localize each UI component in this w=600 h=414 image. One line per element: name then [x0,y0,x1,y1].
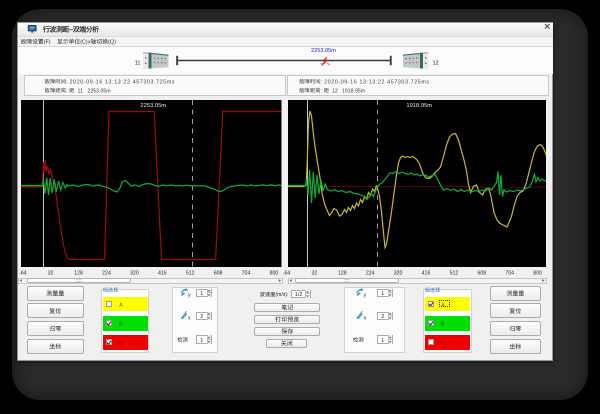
svg-text:C: C [441,341,445,347]
svg-text:x: x [364,316,367,322]
svg-text:704: 704 [242,271,251,277]
svg-text:224: 224 [102,271,111,277]
svg-text:(m/s):: (m/s): [276,292,289,298]
svg-text:-64: -64 [19,271,27,277]
svg-text:B: B [119,322,123,328]
svg-text:1918.95m: 1918.95m [406,103,432,109]
svg-text:32: 32 [312,271,318,277]
svg-text:2: 2 [200,314,203,320]
svg-text:A: A [441,302,445,308]
svg-text:(C): (C) [80,40,88,46]
svg-text:800: 800 [533,271,542,277]
svg-text:1: 1 [381,338,384,344]
svg-text:416: 416 [422,271,431,277]
svg-text:608: 608 [477,271,486,277]
svg-text:1918.95m: 1918.95m [342,88,365,94]
svg-text:128: 128 [338,271,347,277]
svg-text:608: 608 [214,271,223,277]
svg-text::: : [321,88,323,94]
svg-text:(Q): (Q) [108,40,116,46]
svg-text:y: y [188,292,191,298]
svg-text:(F): (F) [44,40,51,46]
svg-text:512: 512 [450,271,459,277]
svg-text:B: B [441,322,445,328]
svg-text:1: 1 [381,291,384,297]
svg-text:C: C [119,341,123,347]
svg-text::: : [321,79,323,85]
svg-text:32: 32 [48,271,54,277]
svg-text:2253.05m: 2253.05m [140,103,166,109]
svg-text:x: x [188,316,191,322]
svg-text:320: 320 [130,271,139,277]
svg-text:2020-09-16 13:13:22 457303.725: 2020-09-16 13:13:22 457303.725ms [324,79,430,85]
svg-text::: : [66,88,68,94]
svg-text:128: 128 [74,271,83,277]
svg-text:1: 1 [200,291,203,297]
svg-text:224: 224 [366,271,375,277]
svg-text:2253.05m: 2253.05m [88,88,111,94]
svg-text:-64: -64 [283,271,291,277]
svg-text:A: A [119,302,123,308]
svg-text:y: y [364,292,367,298]
svg-text:320: 320 [394,271,403,277]
svg-text:1/2: 1/2 [295,292,303,298]
svg-text:12: 12 [332,88,338,94]
svg-text:704: 704 [505,271,514,277]
svg-text::: : [66,79,68,85]
svg-text:2253.05m: 2253.05m [311,48,336,54]
svg-text:2: 2 [381,314,384,320]
svg-text:800: 800 [270,271,279,277]
svg-text:512: 512 [186,271,195,277]
svg-text:11: 11 [135,61,141,67]
svg-text:1: 1 [200,338,203,344]
svg-text:416: 416 [158,271,167,277]
svg-text:x: x [88,40,91,46]
svg-text:12: 12 [433,61,439,67]
svg-text:2020-09-16 13:13:22 457303.725: 2020-09-16 13:13:22 457303.725ms [70,79,176,85]
svg-text:11: 11 [78,88,83,94]
